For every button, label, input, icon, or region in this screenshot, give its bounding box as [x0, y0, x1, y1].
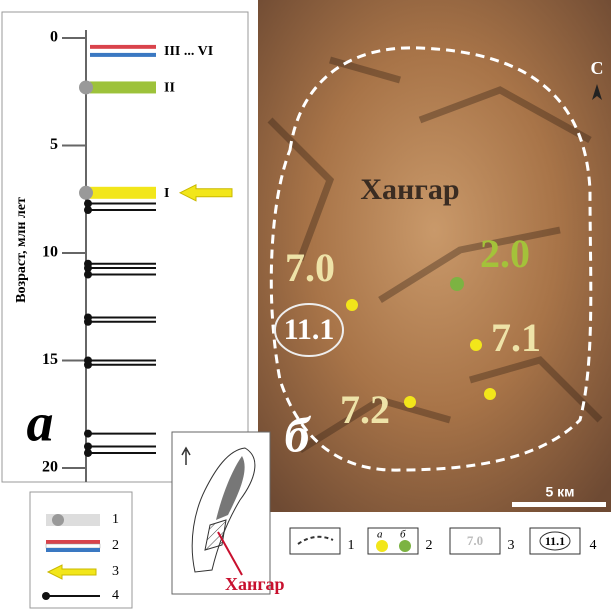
y-tick-label: 15	[42, 351, 58, 368]
legend-label: 1	[348, 538, 355, 553]
age-label: 7.1	[491, 315, 541, 360]
sample-point	[346, 299, 358, 311]
legend-sub: а	[377, 529, 383, 541]
legend-label: 2	[112, 538, 119, 553]
age-band	[90, 49, 156, 53]
age-band	[90, 81, 156, 93]
legend-label: 3	[112, 564, 119, 579]
legend-label: 2	[426, 538, 433, 553]
figure: Возраст, млн лет а Хангар С 7.0 2.0 7.1 …	[0, 0, 611, 614]
dated-dot	[84, 206, 92, 214]
dated-dot	[84, 449, 92, 457]
scale-label: 5 км	[545, 484, 574, 500]
legend-label: 4	[112, 588, 119, 603]
dated-dot	[84, 430, 92, 438]
legend-swatch	[46, 540, 100, 544]
sample-point	[450, 277, 464, 291]
age-dot	[79, 186, 93, 200]
map-title: Хангар	[360, 173, 459, 206]
panel-label: б	[285, 406, 312, 462]
y-tick-label: 0	[50, 29, 58, 46]
band-label: I	[164, 186, 169, 201]
age-label: 2.0	[480, 231, 530, 276]
map-legend: 1 а б 2 7.0 3 11.1 4	[290, 528, 597, 554]
sample-point	[470, 339, 482, 351]
band-label: III ... VI	[164, 44, 213, 59]
age-label: 7.0	[285, 245, 335, 290]
scale-bar	[512, 502, 606, 507]
legend-sub: б	[400, 529, 406, 541]
legend-label: 4	[590, 538, 597, 553]
y-tick-label: 5	[50, 136, 58, 153]
y-tick-label: 10	[42, 244, 58, 261]
panel-label: а	[27, 392, 54, 452]
legend-sample: 7.0	[467, 533, 483, 548]
dated-dot	[84, 271, 92, 279]
dated-dot	[84, 318, 92, 326]
page: {"panel_a": {"label": "а", "axis_label":…	[0, 0, 611, 614]
age-dot	[79, 80, 93, 94]
legend-swatch	[46, 548, 100, 552]
legend-label: 1	[112, 512, 119, 527]
dated-dot	[84, 361, 92, 369]
age-label: 7.2	[340, 387, 390, 432]
legend-swatch	[52, 514, 64, 526]
north-label: С	[591, 58, 604, 78]
band-label: II	[164, 81, 175, 96]
legend-box	[290, 528, 340, 554]
legend-dot	[376, 540, 388, 552]
age-band	[90, 187, 156, 199]
circled-age: 11.1	[284, 313, 335, 346]
legend-swatch	[46, 544, 100, 548]
y-tick-label: 20	[42, 459, 58, 476]
legend-dot	[399, 540, 411, 552]
sample-point	[404, 396, 416, 408]
age-band	[90, 45, 156, 49]
sample-point	[484, 388, 496, 400]
axis-label: Возраст, млн лет	[14, 197, 29, 303]
age-band	[90, 53, 156, 57]
legend-label: 3	[508, 538, 515, 553]
legend-box	[368, 528, 418, 554]
legend-swatch	[42, 592, 50, 600]
legend-sample: 11.1	[545, 534, 565, 548]
inset-label: Хангар	[225, 574, 285, 594]
